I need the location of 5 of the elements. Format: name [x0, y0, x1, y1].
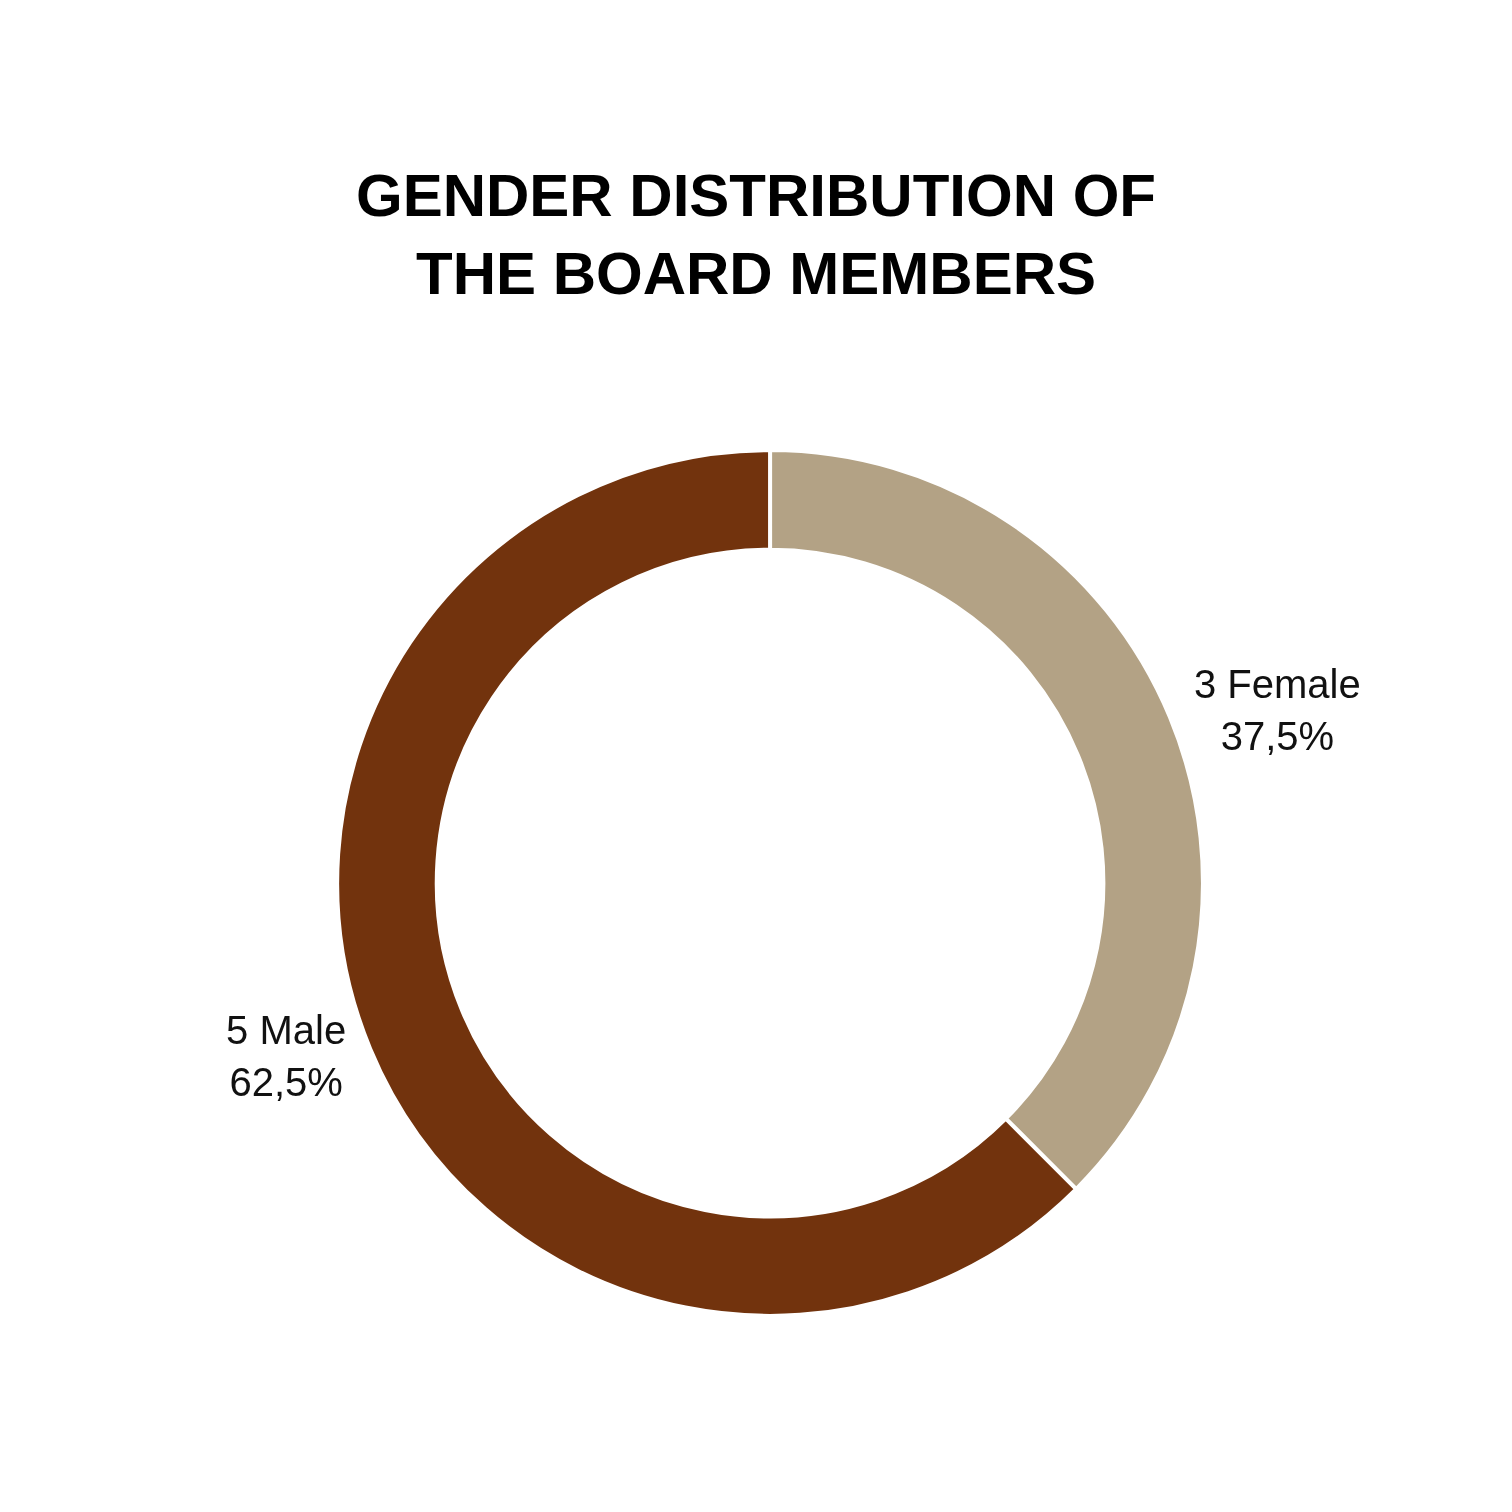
data-label: 62,5% — [229, 1059, 343, 1104]
slice-label: 5 Male — [226, 1007, 347, 1052]
slice-label: 3 Female — [1194, 662, 1361, 707]
data-label: 37,5% — [1220, 714, 1335, 759]
chart-title: GENDER DISTRIBUTION OF THE BOARD MEMBERS — [355, 162, 1157, 308]
